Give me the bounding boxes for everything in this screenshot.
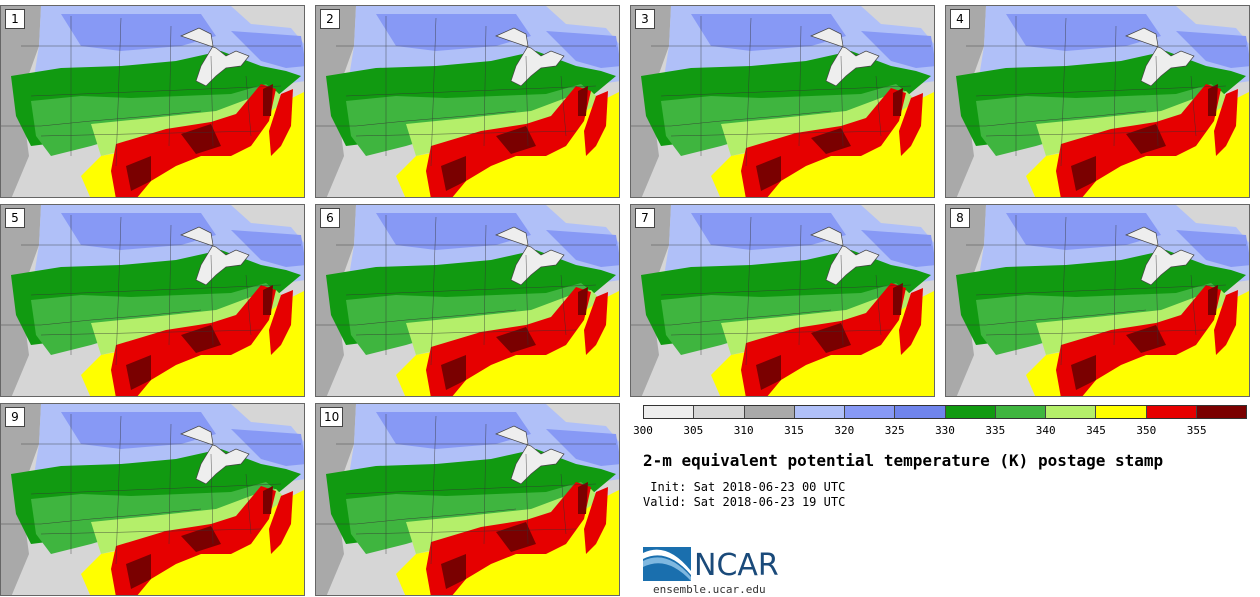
member-map bbox=[1, 205, 304, 396]
member-number: 4 bbox=[950, 9, 970, 29]
website-url: ensemble.ucar.edu bbox=[653, 583, 766, 596]
colorbar-tick-label: 320 bbox=[834, 424, 855, 437]
member-panel: 3 bbox=[630, 5, 935, 198]
init-time: Init: Sat 2018-06-23 00 UTC bbox=[643, 480, 846, 494]
member-number: 8 bbox=[950, 208, 970, 228]
member-map bbox=[946, 205, 1249, 396]
colorbar-tick-label: 310 bbox=[733, 424, 754, 437]
colorbar-segment bbox=[895, 406, 946, 418]
valid-time: Valid: Sat 2018-06-23 19 UTC bbox=[643, 495, 846, 509]
colorbar-segment bbox=[995, 406, 1046, 418]
member-panel: 9 bbox=[0, 403, 305, 596]
member-panel: 1 bbox=[0, 5, 305, 198]
member-number: 7 bbox=[635, 208, 655, 228]
member-number: 5 bbox=[5, 208, 25, 228]
member-panel: 4 bbox=[945, 5, 1250, 198]
ncar-logo bbox=[643, 547, 691, 581]
colorbar-tick-label: 335 bbox=[985, 424, 1006, 437]
member-panel: 7 bbox=[630, 204, 935, 397]
member-panel: 2 bbox=[315, 5, 620, 198]
colorbar-tick-label: 305 bbox=[683, 424, 704, 437]
member-map bbox=[316, 6, 619, 197]
colorbar-tick-label: 340 bbox=[1035, 424, 1056, 437]
colorbar-segment bbox=[744, 406, 795, 418]
colorbar-tick-label: 325 bbox=[884, 424, 905, 437]
colorbar-tick-label: 355 bbox=[1186, 424, 1207, 437]
member-number: 10 bbox=[320, 407, 344, 427]
colorbar-segment bbox=[1046, 406, 1097, 418]
member-map bbox=[631, 6, 934, 197]
member-map bbox=[631, 205, 934, 396]
member-map bbox=[946, 6, 1249, 197]
member-number: 1 bbox=[5, 9, 25, 29]
member-map bbox=[1, 6, 304, 197]
member-number: 2 bbox=[320, 9, 340, 29]
member-number: 6 bbox=[320, 208, 340, 228]
colorbar-segment bbox=[1096, 406, 1147, 418]
member-number: 9 bbox=[5, 407, 25, 427]
colorbar bbox=[643, 405, 1247, 419]
member-map bbox=[1, 404, 304, 595]
colorbar-segment bbox=[794, 406, 845, 418]
chart-title: 2-m equivalent potential temperature (K)… bbox=[643, 451, 1164, 470]
member-number: 3 bbox=[635, 9, 655, 29]
member-map bbox=[316, 205, 619, 396]
member-panel: 5 bbox=[0, 204, 305, 397]
member-map bbox=[316, 404, 619, 595]
colorbar-segment bbox=[1146, 406, 1197, 418]
colorbar-tick-label: 330 bbox=[935, 424, 955, 437]
member-panel: 6 bbox=[315, 204, 620, 397]
colorbar-tick-label: 345 bbox=[1086, 424, 1106, 437]
member-panel: 10 bbox=[315, 403, 620, 596]
colorbar-segment bbox=[694, 406, 745, 418]
colorbar-tick-label: 350 bbox=[1136, 424, 1157, 437]
colorbar-segment bbox=[945, 406, 996, 418]
colorbar-tick-label: 315 bbox=[784, 424, 804, 437]
colorbar-segment bbox=[1196, 406, 1246, 418]
member-panel: 8 bbox=[945, 204, 1250, 397]
colorbar-segment bbox=[845, 406, 896, 418]
logo-text: NCAR bbox=[694, 548, 779, 583]
colorbar-segment bbox=[644, 406, 695, 418]
colorbar-tick-label: 300 bbox=[633, 424, 653, 437]
